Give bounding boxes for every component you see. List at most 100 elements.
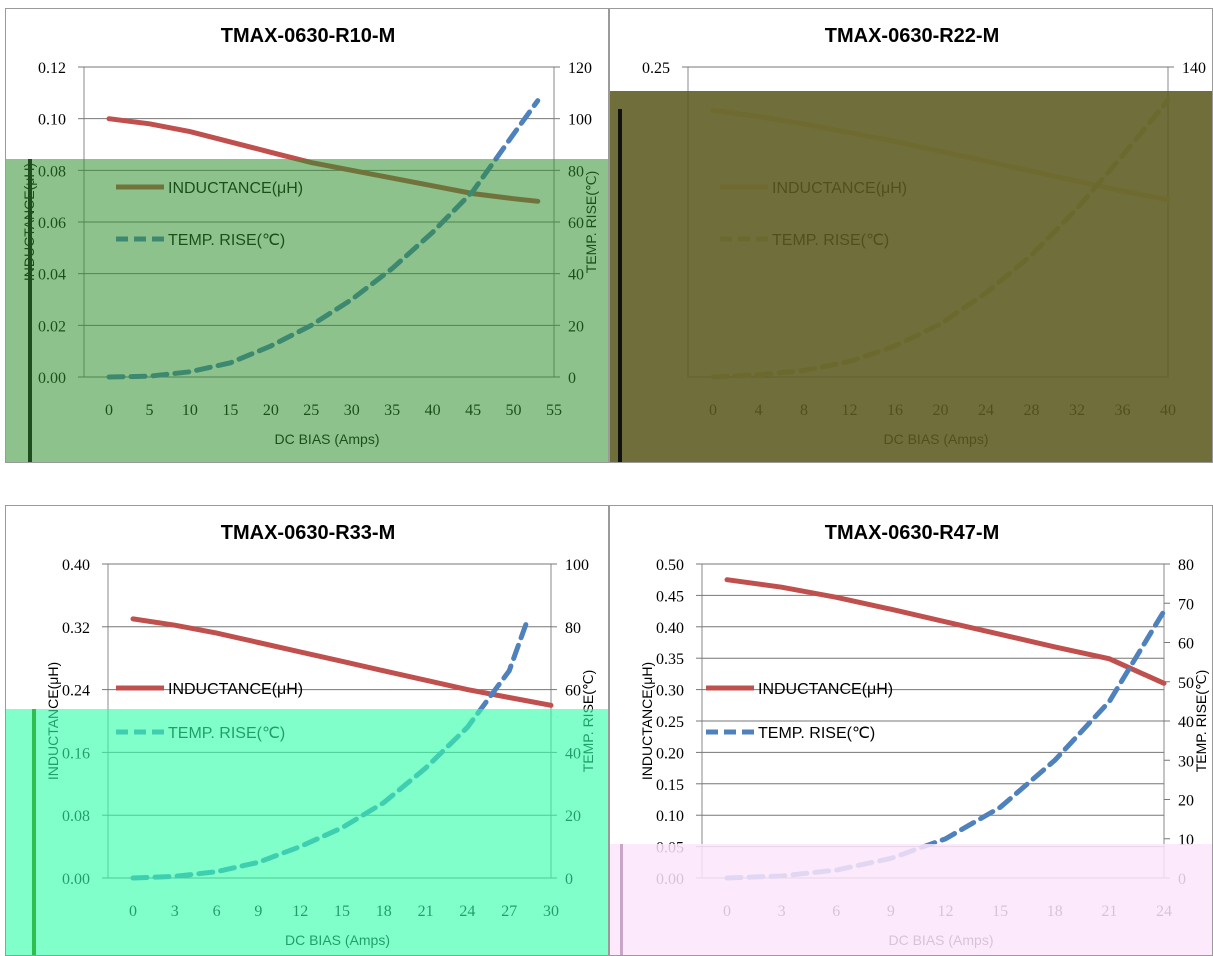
y2-tick-label: 100 bbox=[568, 112, 592, 129]
x-tick-label: 12 bbox=[842, 402, 858, 419]
x-axis-title: DC BIAS (Amps) bbox=[274, 431, 379, 447]
series-line-inductance bbox=[724, 577, 1167, 686]
y-tick-label: 0.32 bbox=[62, 620, 90, 637]
y2-tick-label: 120 bbox=[568, 60, 592, 77]
y2-tick-label: 70 bbox=[1178, 596, 1194, 613]
x-tick-label: 50 bbox=[506, 402, 522, 419]
y-tick-label: 0.20 bbox=[656, 745, 684, 762]
legend-label: TEMP. RISE(℃) bbox=[758, 725, 875, 742]
y2-tick-label: 60 bbox=[568, 215, 584, 232]
x-tick-label: 0 bbox=[723, 903, 731, 920]
x-tick-label: 40 bbox=[1160, 402, 1176, 419]
y-tick-label: 0.25 bbox=[656, 714, 684, 731]
y2-tick-label: 50 bbox=[1178, 675, 1194, 692]
x-tick-label: 8 bbox=[800, 402, 808, 419]
y-tick-label: 0.05 bbox=[656, 840, 684, 857]
y-tick-label: 0.15 bbox=[656, 777, 684, 794]
chart-panel-r22: TMAX-0630-R22-M 0.25 140 0 4 8 12 16 20 24 28 32 36 4… bbox=[609, 8, 1213, 463]
chart-svg-r33: TMAX-0630-R33-M 0.00 0.08 0.16 0.24 0.32 0.40 0… bbox=[45, 522, 596, 948]
x-tick-label: 24 bbox=[978, 402, 994, 419]
y-tick-label: 0.12 bbox=[38, 60, 66, 77]
y2-tick-label: 80 bbox=[568, 163, 584, 180]
x-tick-label: 28 bbox=[1024, 402, 1040, 419]
y2-tick-label: 0 bbox=[565, 871, 573, 888]
legend-label: TEMP. RISE(℃) bbox=[168, 232, 285, 249]
y-tick-label: 0.40 bbox=[62, 557, 90, 574]
y-tick-label: 0.45 bbox=[656, 588, 684, 605]
legend-label: TEMP. RISE(℃) bbox=[168, 725, 285, 742]
x-tick-label: 0 bbox=[105, 402, 113, 419]
x-tick-label: 15 bbox=[222, 402, 238, 419]
legend-label: INDUCTANCE(μH) bbox=[772, 180, 907, 197]
x-tick-label: 25 bbox=[303, 402, 319, 419]
x-tick-label: 3 bbox=[778, 903, 786, 920]
y-tick-label: 0.30 bbox=[656, 683, 684, 700]
y2-tick-label: 60 bbox=[565, 683, 581, 700]
chart-title: TMAX-0630-R22-M bbox=[825, 25, 999, 47]
y2-axis-title: TEMP. RISE(℃) bbox=[1193, 670, 1209, 773]
y2-axis-title: TEMP. RISE(℃) bbox=[583, 171, 599, 274]
chart-panel-r10: TMAX-0630-R10-M 0.00 0.02 0.04 0.06 0.08 0.10 0… bbox=[5, 8, 609, 463]
x-tick-label: 15 bbox=[334, 903, 350, 920]
y2-tick-label: 140 bbox=[1182, 60, 1206, 77]
x-tick-label: 30 bbox=[543, 903, 559, 920]
y2-tick-label: 20 bbox=[568, 318, 584, 335]
legend-label: INDUCTANCE(μH) bbox=[168, 681, 303, 698]
x-tick-label: 35 bbox=[384, 402, 400, 419]
x-tick-label: 18 bbox=[1047, 903, 1063, 920]
x-tick-label: 55 bbox=[546, 402, 562, 419]
chart-svg-r47: TMAX-0630-R47-M 0.00 0.05 0.10 0.15 0.20 0.25 0… bbox=[639, 522, 1209, 948]
x-tick-label: 10 bbox=[182, 402, 198, 419]
x-tick-label: 3 bbox=[171, 903, 179, 920]
x-tick-label: 32 bbox=[1069, 402, 1085, 419]
y-tick-label: 0.24 bbox=[62, 683, 90, 700]
y-tick-label: 0.08 bbox=[38, 163, 66, 180]
chart-title: TMAX-0630-R47-M bbox=[825, 522, 999, 544]
x-axis-title: DC BIAS (Amps) bbox=[888, 932, 993, 948]
x-tick-label: 4 bbox=[755, 402, 763, 419]
chart-title: TMAX-0630-R33-M bbox=[221, 522, 395, 544]
x-tick-label: 21 bbox=[1101, 903, 1117, 920]
y2-tick-label: 10 bbox=[1178, 832, 1194, 849]
y2-tick-label: 80 bbox=[565, 620, 581, 637]
x-tick-label: 5 bbox=[145, 402, 153, 419]
chart-panel-r47: TMAX-0630-R47-M 0.00 0.05 0.10 0.15 0.20 0.25 0… bbox=[609, 505, 1213, 956]
series-line-inductance bbox=[130, 616, 554, 708]
x-tick-label: 0 bbox=[129, 903, 137, 920]
x-tick-label: 20 bbox=[263, 402, 279, 419]
x-tick-label: 18 bbox=[376, 903, 392, 920]
x-tick-label: 24 bbox=[459, 903, 475, 920]
y2-tick-label: 40 bbox=[1178, 714, 1194, 731]
x-tick-label: 45 bbox=[465, 402, 481, 419]
y-tick-label: 0.00 bbox=[38, 370, 66, 387]
x-tick-label: 20 bbox=[933, 402, 949, 419]
y-tick-label: 0.16 bbox=[62, 745, 90, 762]
y-tick-label: 0.08 bbox=[62, 808, 90, 825]
x-tick-label: 6 bbox=[213, 903, 221, 920]
x-tick-label: 40 bbox=[425, 402, 441, 419]
y2-tick-label: 20 bbox=[565, 808, 581, 825]
y-tick-label: 0.00 bbox=[62, 871, 90, 888]
y-tick-label: 0.40 bbox=[656, 620, 684, 637]
x-tick-label: 9 bbox=[254, 903, 262, 920]
y-tick-label: 0.02 bbox=[38, 318, 66, 335]
legend-label: INDUCTANCE(μH) bbox=[168, 180, 303, 197]
y2-tick-label: 20 bbox=[1178, 793, 1194, 810]
series-line-temp-rise bbox=[724, 608, 1167, 881]
y-tick-label: 0.10 bbox=[656, 808, 684, 825]
legend-label: INDUCTANCE(μH) bbox=[758, 681, 893, 698]
y2-tick-label: 30 bbox=[1178, 753, 1194, 770]
x-axis-title: DC BIAS (Amps) bbox=[883, 431, 988, 447]
y2-tick-label: 0 bbox=[1178, 871, 1186, 888]
chart-title: TMAX-0630-R10-M bbox=[221, 25, 395, 47]
y2-tick-label: 60 bbox=[1178, 636, 1194, 653]
y-tick-label: 0.35 bbox=[656, 651, 684, 668]
y-axis-title: INDUCTANCE(μH) bbox=[45, 662, 61, 780]
x-tick-label: 12 bbox=[292, 903, 308, 920]
x-tick-label: 27 bbox=[501, 903, 517, 920]
y-tick-label: 0.04 bbox=[38, 267, 66, 284]
x-tick-label: 16 bbox=[887, 402, 903, 419]
x-tick-label: 6 bbox=[832, 903, 840, 920]
y2-tick-label: 40 bbox=[565, 745, 581, 762]
x-tick-label: 21 bbox=[418, 903, 434, 920]
